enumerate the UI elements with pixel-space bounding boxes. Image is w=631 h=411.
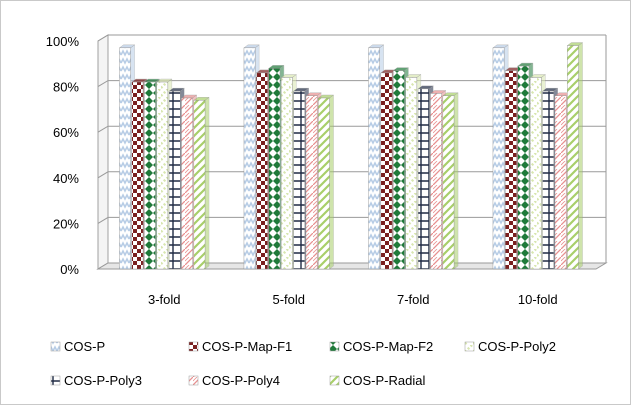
y-tick-label: 60%: [53, 125, 79, 140]
y-tick-label: 20%: [53, 216, 79, 231]
gridline: [97, 80, 606, 88]
legend-swatch: [188, 375, 199, 386]
legend-item-cos-p-poly2: COS-P-Poly2: [464, 339, 556, 354]
legend-item-cos-p-poly3: COS-P-Poly3: [50, 373, 142, 388]
legend-item-cos-p-map-f2: COS-P-Map-F2: [329, 339, 433, 354]
legend-item-cos-p-map-f1: COS-P-Map-F1: [188, 339, 292, 354]
legend-item-cos-p-poly4: COS-P-Poly4: [188, 373, 280, 388]
legend-label: COS-P-Poly4: [202, 373, 280, 388]
x-tick-label: 3-fold: [148, 292, 181, 307]
legend-label: COS-P-Radial: [343, 373, 425, 388]
legend-label: COS-P-Map-F1: [202, 339, 292, 354]
floor: [96, 262, 608, 270]
gridline: [97, 34, 606, 42]
bar-cos-p-radial-3-fold: [193, 96, 210, 270]
bar-cos-p-radial-10-fold: [566, 42, 584, 270]
legend-swatch: [50, 341, 61, 352]
y-tick-label: 40%: [53, 171, 79, 186]
x-tick-label: 7-fold: [397, 292, 430, 307]
x-tick-label: 10-fold: [518, 292, 558, 307]
legend-label: COS-P: [64, 339, 105, 354]
legend-swatch: [329, 341, 340, 352]
y-tick-label: 80%: [53, 80, 79, 95]
legend-label: COS-P-Poly2: [478, 339, 556, 354]
legend-swatch: [329, 375, 340, 386]
x-tick-label: 5-fold: [272, 292, 305, 307]
y-axis-ticks: 0% 20% 40% 60% 80% 100%: [46, 34, 80, 277]
y-tick-label: 0%: [60, 262, 79, 277]
chart-floor: [96, 262, 608, 270]
bar-cos-p-radial-7-fold: [442, 92, 459, 270]
legend-label: COS-P-Poly3: [64, 373, 142, 388]
legend: COS-P COS-P-Map-F1 COS-P-Map-F2 COS-P-Poly2…: [50, 339, 556, 388]
legend-swatch: [464, 341, 475, 352]
legend-label: COS-P-Map-F2: [343, 339, 433, 354]
x-axis-ticks: 3-fold 5-fold 7-fold 10-fold: [148, 292, 558, 307]
legend-item-cos-p-radial: COS-P-Radial: [329, 373, 425, 388]
bar-cos-p-radial-5-fold: [317, 94, 335, 270]
side-wall: [97, 34, 109, 270]
legend-item-cos-p: COS-P: [50, 339, 105, 354]
y-tick-label: 100%: [46, 34, 80, 49]
bars: [118, 42, 584, 270]
legend-swatch: [188, 341, 199, 352]
legend-swatch: [50, 375, 61, 386]
